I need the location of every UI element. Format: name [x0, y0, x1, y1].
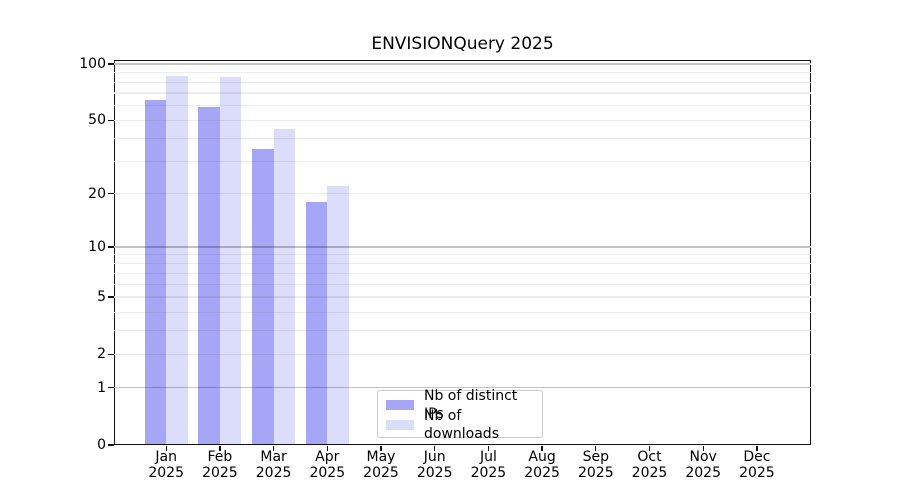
legend: Nb of distinct IPs Nb of downloads	[377, 388, 543, 442]
x-tick-jul	[487, 445, 490, 451]
bar-nb-of-downloads-feb	[219, 77, 242, 445]
x-tick-jan	[165, 445, 167, 451]
gridline-minor-60	[114, 105, 811, 107]
x-tick-may	[380, 445, 382, 451]
gridline-minor-50	[114, 119, 811, 121]
y-tick-label-100: 100	[79, 56, 106, 72]
x-tick-label-jun: Jun 2025	[416, 449, 453, 481]
gridline-minor-8	[114, 263, 811, 265]
x-tick-label-jan: Jan 2025	[148, 449, 184, 481]
gridline-minor-20	[114, 193, 811, 195]
x-tick-label-mar: Mar 2025	[255, 449, 292, 481]
y-tick-10	[108, 246, 114, 248]
legend-swatch-nb-of-downloads	[386, 420, 414, 430]
x-tick-oct	[648, 445, 651, 451]
gridline-minor-7	[114, 272, 811, 274]
gridline-minor-4	[114, 311, 811, 313]
x-tick-label-feb: Feb 2025	[202, 449, 238, 481]
gridline-minor-70	[114, 92, 811, 94]
bar-nb-of-distinct-ips-jan	[144, 100, 167, 445]
y-tick-5	[108, 296, 114, 298]
gridline-major-10	[114, 246, 811, 248]
legend-label-nb-of-downloads: Nb of downloads	[424, 408, 499, 442]
gridline-minor-3	[114, 329, 811, 332]
legend-row-nb-of-downloads: Nb of downloads	[386, 408, 534, 442]
chart-title: ENVISIONQuery 2025	[371, 34, 554, 54]
y-tick-50	[108, 119, 114, 122]
x-tick-mar	[272, 445, 275, 451]
gridline-minor-30	[114, 160, 811, 163]
gridline-major-100	[114, 63, 811, 65]
y-tick-20	[108, 192, 114, 195]
y-tick-label-5: 5	[97, 289, 106, 306]
x-tick-feb	[219, 445, 221, 451]
y-tick-label-1: 1	[97, 379, 106, 396]
gridline-minor-40	[114, 137, 811, 139]
x-tick-label-jul: Jul 2025	[470, 449, 507, 481]
gridline-minor-5	[114, 296, 811, 298]
x-tick-label-nov: Nov 2025	[685, 449, 721, 481]
y-tick-100	[108, 63, 114, 65]
y-tick-0	[108, 444, 114, 446]
x-tick-nov	[702, 445, 704, 451]
legend-row-nb-of-distinct-ips: Nb of distinct IPs	[386, 388, 534, 422]
plot-area	[114, 60, 811, 445]
x-tick-label-apr: Apr 2025	[309, 449, 346, 481]
bar-nb-of-distinct-ips-apr	[305, 201, 328, 445]
legend-label-nb-of-distinct-ips: Nb of distinct IPs	[424, 388, 518, 422]
gridline-minor-9	[114, 254, 811, 256]
y-tick-label-0: 0	[97, 437, 106, 453]
y-tick-label-50: 50	[88, 112, 106, 129]
y-tick-label-10: 10	[88, 239, 106, 256]
legend-swatch-nb-of-distinct-ips	[386, 400, 414, 410]
x-tick-label-dec: Dec 2025	[739, 449, 775, 481]
y-tick-label-2: 2	[97, 346, 106, 363]
x-tick-label-oct: Oct 2025	[631, 449, 668, 481]
y-tick-1	[108, 387, 114, 389]
x-tick-dec	[756, 445, 758, 451]
bar-nb-of-distinct-ips-feb	[198, 106, 220, 445]
bar-nb-of-downloads-jan	[166, 76, 188, 445]
y-tick-2	[108, 353, 114, 355]
x-tick-apr	[326, 445, 328, 451]
x-tick-sep	[595, 445, 597, 451]
gridline-minor-2	[114, 353, 811, 355]
gridline-major-1	[114, 387, 811, 389]
bar-nb-of-downloads-apr	[327, 186, 349, 445]
gridline-minor-80	[114, 81, 811, 83]
x-tick-label-sep: Sep 2025	[577, 449, 614, 481]
x-tick-jun	[434, 445, 436, 451]
y-tick-label-20: 20	[88, 185, 106, 202]
gridline-minor-90	[114, 72, 811, 74]
x-tick-label-aug: Aug 2025	[524, 449, 560, 481]
gridline-minor-6	[114, 283, 811, 285]
x-tick-label-may: May 2025	[363, 449, 399, 481]
x-tick-aug	[541, 445, 543, 451]
bar-nb-of-downloads-mar	[273, 128, 296, 445]
bar-nb-of-distinct-ips-mar	[252, 149, 274, 445]
